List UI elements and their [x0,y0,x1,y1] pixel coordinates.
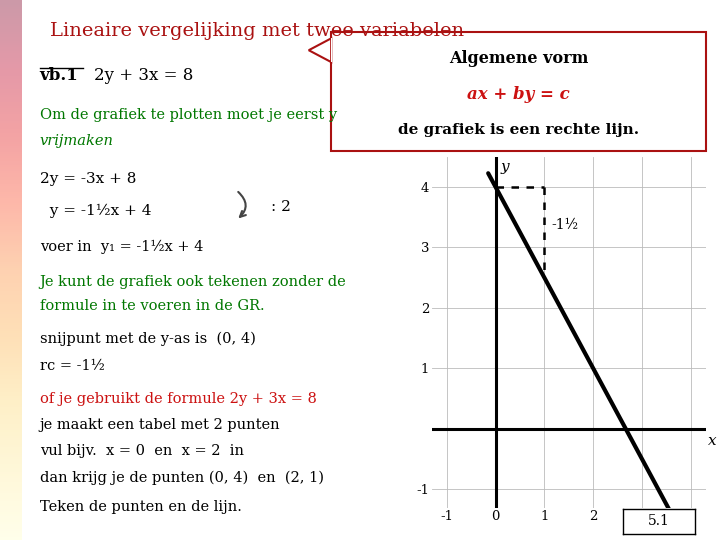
Text: de grafiek is een rechte lijn.: de grafiek is een rechte lijn. [398,123,639,137]
Text: snijpunt met de y-as is  (0, 4): snijpunt met de y-as is (0, 4) [40,332,256,347]
Text: formule in te voeren in de GR.: formule in te voeren in de GR. [40,299,264,313]
Text: Algemene vorm: Algemene vorm [449,50,588,67]
FancyBboxPatch shape [331,32,706,151]
Text: 2y + 3x = 8: 2y + 3x = 8 [94,68,193,84]
Text: dan krijg je de punten (0, 4)  en  (2, 1): dan krijg je de punten (0, 4) en (2, 1) [40,471,323,485]
Text: Lineaire vergelijking met twee variabelen: Lineaire vergelijking met twee variabele… [50,22,464,39]
Text: -1½: -1½ [552,218,579,232]
Text: je maakt een tabel met 2 punten: je maakt een tabel met 2 punten [40,418,280,433]
Polygon shape [331,38,333,62]
Text: x: x [708,434,716,448]
Text: voer in  y₁ = -1½x + 4: voer in y₁ = -1½x + 4 [40,240,203,254]
Text: 5.1: 5.1 [648,515,670,528]
Text: Teken de punten en de lijn.: Teken de punten en de lijn. [40,500,241,514]
Text: y = -1½x + 4: y = -1½x + 4 [40,204,151,218]
Polygon shape [309,38,331,62]
Text: vul bijv.  x = 0  en  x = 2  in: vul bijv. x = 0 en x = 2 in [40,444,243,458]
Text: Om de grafiek te plotten moet je eerst y: Om de grafiek te plotten moet je eerst y [40,108,337,122]
Text: vrijmaken: vrijmaken [40,134,114,148]
Text: of je gebruikt de formule 2y + 3x = 8: of je gebruikt de formule 2y + 3x = 8 [40,392,317,406]
Text: vb.1: vb.1 [40,68,78,84]
Text: y: y [500,160,509,174]
Text: rc = -1½: rc = -1½ [40,359,104,373]
Text: 2y = -3x + 8: 2y = -3x + 8 [40,172,136,186]
Text: Je kunt de grafiek ook tekenen zonder de: Je kunt de grafiek ook tekenen zonder de [40,275,346,289]
Text: : 2: : 2 [271,200,291,214]
Text: ax + by = c: ax + by = c [467,86,570,103]
